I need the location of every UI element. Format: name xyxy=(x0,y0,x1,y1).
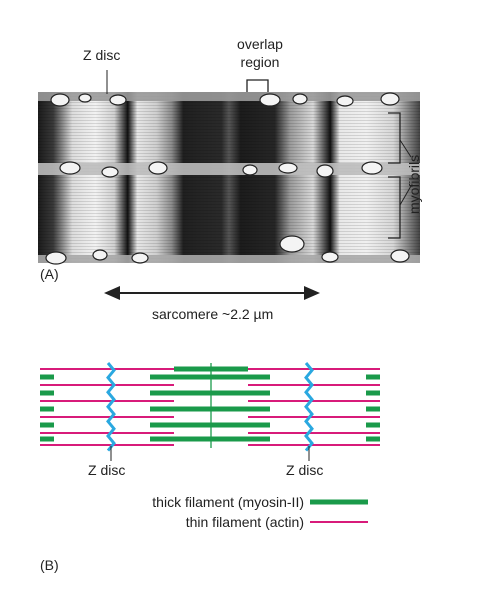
z-disc-left xyxy=(106,362,116,452)
legend-thin-label: thin filament (actin) xyxy=(185,514,304,530)
thick-filaments xyxy=(150,366,270,442)
myofibril-bracket-top xyxy=(388,112,401,164)
panel-b-label: (B) xyxy=(40,557,59,573)
organelle-blobs xyxy=(45,92,410,265)
sarcomere-label: sarcomere ~2.2 µm xyxy=(152,306,274,322)
overlap-label-line1: overlap xyxy=(237,36,283,52)
z-disc-label-left: Z disc xyxy=(88,462,126,478)
z-disc-right xyxy=(304,362,314,452)
myofibril-bracket-bottom xyxy=(388,176,401,239)
panel-a-label: (A) xyxy=(40,266,59,282)
overlap-bracket xyxy=(246,79,269,92)
sarcomere-arrow xyxy=(104,286,320,300)
legend-thick-label: thick filament (myosin-II) xyxy=(152,494,304,510)
z-disc-label-right: Z disc xyxy=(286,462,324,478)
z-disc-label-a: Z disc xyxy=(83,47,121,63)
thin-filaments xyxy=(40,368,380,446)
thick-filament-stubs xyxy=(40,374,380,442)
overlap-label-line2: region xyxy=(240,54,280,70)
